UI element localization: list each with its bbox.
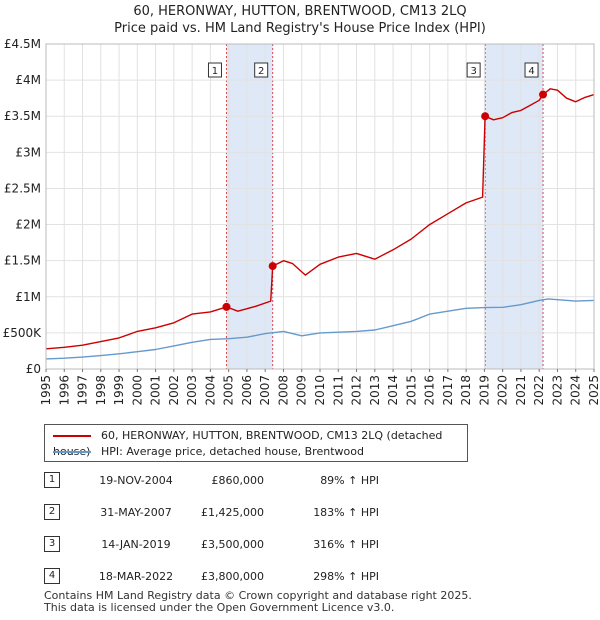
x-tick-label: 2007 bbox=[258, 375, 272, 406]
x-tick-label: 2018 bbox=[459, 375, 473, 406]
sale-hpi-change: 183% ↑ HPI bbox=[313, 506, 379, 519]
y-tick-label: £0 bbox=[26, 362, 41, 376]
x-tick-label: 2008 bbox=[276, 375, 290, 406]
legend-swatch-hpi bbox=[53, 451, 91, 453]
sale-label-text-2: 2 bbox=[258, 66, 264, 77]
chart-title-line2: Price paid vs. HM Land Registry's House … bbox=[114, 21, 486, 36]
y-tick-label: £500K bbox=[3, 326, 43, 340]
y-tick-label: £4M bbox=[15, 73, 41, 87]
x-tick-label: 2001 bbox=[149, 375, 163, 406]
sale-number-badge: 1 bbox=[44, 472, 60, 488]
x-tick-label: 2000 bbox=[130, 375, 144, 406]
shaded-range-2 bbox=[485, 44, 544, 369]
table-row: 1 19-NOV-2004 £860,000 89% ↑ HPI bbox=[44, 470, 564, 490]
x-tick-label: 1999 bbox=[112, 375, 126, 406]
x-tick-label: 2006 bbox=[240, 375, 254, 406]
sale-label-text-3: 3 bbox=[470, 66, 476, 77]
table-row: 2 31-MAY-2007 £1,425,000 183% ↑ HPI bbox=[44, 502, 564, 522]
sale-label-box-4 bbox=[524, 62, 539, 78]
x-tick-label: 2011 bbox=[331, 375, 345, 406]
chart-title-line1: 60, HERONWAY, HUTTON, BRENTWOOD, CM13 2L… bbox=[133, 4, 467, 19]
x-tick-label: 2023 bbox=[550, 375, 564, 406]
sale-point-3 bbox=[481, 112, 490, 121]
table-row: 4 18-MAR-2022 £3,800,000 298% ↑ HPI bbox=[44, 566, 564, 586]
x-tick-label: 2009 bbox=[295, 375, 309, 406]
sale-price: £3,800,000 bbox=[201, 570, 264, 583]
footer-licence: This data is licensed under the Open Gov… bbox=[44, 601, 395, 614]
x-tick-label: 2015 bbox=[404, 375, 418, 406]
y-tick-label: £1.5M bbox=[4, 254, 41, 268]
sale-label-text-4: 4 bbox=[528, 66, 534, 77]
x-tick-label: 2016 bbox=[423, 375, 437, 406]
sale-label-box-3 bbox=[466, 62, 481, 78]
x-tick-label: 2004 bbox=[203, 375, 217, 406]
shaded-range-1 bbox=[226, 44, 273, 369]
y-tick-label: £2M bbox=[15, 218, 41, 232]
x-tick-label: 2005 bbox=[222, 375, 236, 406]
table-row: 3 14-JAN-2019 £3,500,000 316% ↑ HPI bbox=[44, 534, 564, 554]
footer-copyright: Contains HM Land Registry data © Crown c… bbox=[44, 589, 472, 602]
sale-date: 31-MAY-2007 bbox=[100, 506, 172, 519]
x-tick-label: 2021 bbox=[514, 375, 528, 406]
sale-date: 19-NOV-2004 bbox=[99, 474, 173, 487]
sale-label-text-1: 1 bbox=[212, 66, 218, 77]
legend: 60, HERONWAY, HUTTON, BRENTWOOD, CM13 2L… bbox=[44, 424, 468, 462]
sale-price: £860,000 bbox=[211, 474, 265, 487]
y-tick-label: £3M bbox=[15, 145, 41, 159]
legend-item-hpi: HPI: Average price, detached house, Bren… bbox=[53, 444, 364, 460]
x-tick-label: 2019 bbox=[477, 375, 491, 406]
x-tick-label: 2010 bbox=[313, 375, 327, 406]
series-line-property bbox=[45, 88, 595, 350]
x-tick-label: 2003 bbox=[185, 375, 199, 406]
price-chart: 1 2 3 4 £0 £500K £1M £1.5M £2M £2.5M £3M £3.5M £4M £… bbox=[3, 37, 600, 406]
sale-point-4 bbox=[539, 90, 548, 99]
x-tick-label: 2002 bbox=[167, 375, 181, 406]
legend-item-property: 60, HERONWAY, HUTTON, BRENTWOOD, CM13 2L… bbox=[53, 428, 467, 458]
sale-date: 18-MAR-2022 bbox=[98, 570, 174, 583]
sale-hpi-change: 298% ↑ HPI bbox=[313, 570, 379, 583]
x-tick-label: 2022 bbox=[532, 375, 546, 406]
x-tick-label: 2012 bbox=[350, 375, 364, 406]
x-tick-label: 2013 bbox=[368, 375, 382, 406]
legend-label-property: 60, HERONWAY, HUTTON, BRENTWOOD, CM13 2L… bbox=[53, 429, 443, 458]
sale-number-badge: 4 bbox=[44, 568, 60, 584]
sale-number-badge: 2 bbox=[44, 504, 60, 520]
sale-hpi-change: 89% ↑ HPI bbox=[320, 474, 379, 487]
sale-label-box-2 bbox=[254, 62, 269, 78]
y-tick-label: £4.5M bbox=[4, 37, 41, 51]
x-tick-label: 1996 bbox=[57, 375, 71, 406]
sale-point-1 bbox=[222, 302, 231, 311]
x-tick-label: 2020 bbox=[496, 375, 510, 406]
y-tick-label: £3.5M bbox=[4, 109, 41, 123]
sale-date: 14-JAN-2019 bbox=[101, 538, 171, 551]
sale-price: £1,425,000 bbox=[201, 506, 264, 519]
sale-price: £3,500,000 bbox=[201, 538, 264, 551]
y-tick-label: £2.5M bbox=[4, 181, 41, 195]
series-line-hpi bbox=[45, 298, 595, 360]
x-tick-label: 2025 bbox=[587, 375, 600, 406]
x-tick-label: 2017 bbox=[441, 375, 455, 406]
sale-hpi-change: 316% ↑ HPI bbox=[313, 538, 379, 551]
sale-number-badge: 3 bbox=[44, 536, 60, 552]
x-tick-label: 1997 bbox=[76, 375, 90, 406]
x-tick-label: 2024 bbox=[569, 375, 583, 406]
legend-swatch-property bbox=[53, 435, 91, 437]
x-tick-label: 2014 bbox=[386, 375, 400, 406]
legend-label-hpi: HPI: Average price, detached house, Bren… bbox=[101, 445, 364, 458]
y-tick-label: £1M bbox=[15, 290, 41, 304]
x-tick-label: 1998 bbox=[94, 375, 108, 406]
sale-point-2 bbox=[268, 262, 277, 271]
x-tick-label: 1995 bbox=[39, 375, 53, 406]
sale-label-box-1 bbox=[207, 62, 222, 78]
